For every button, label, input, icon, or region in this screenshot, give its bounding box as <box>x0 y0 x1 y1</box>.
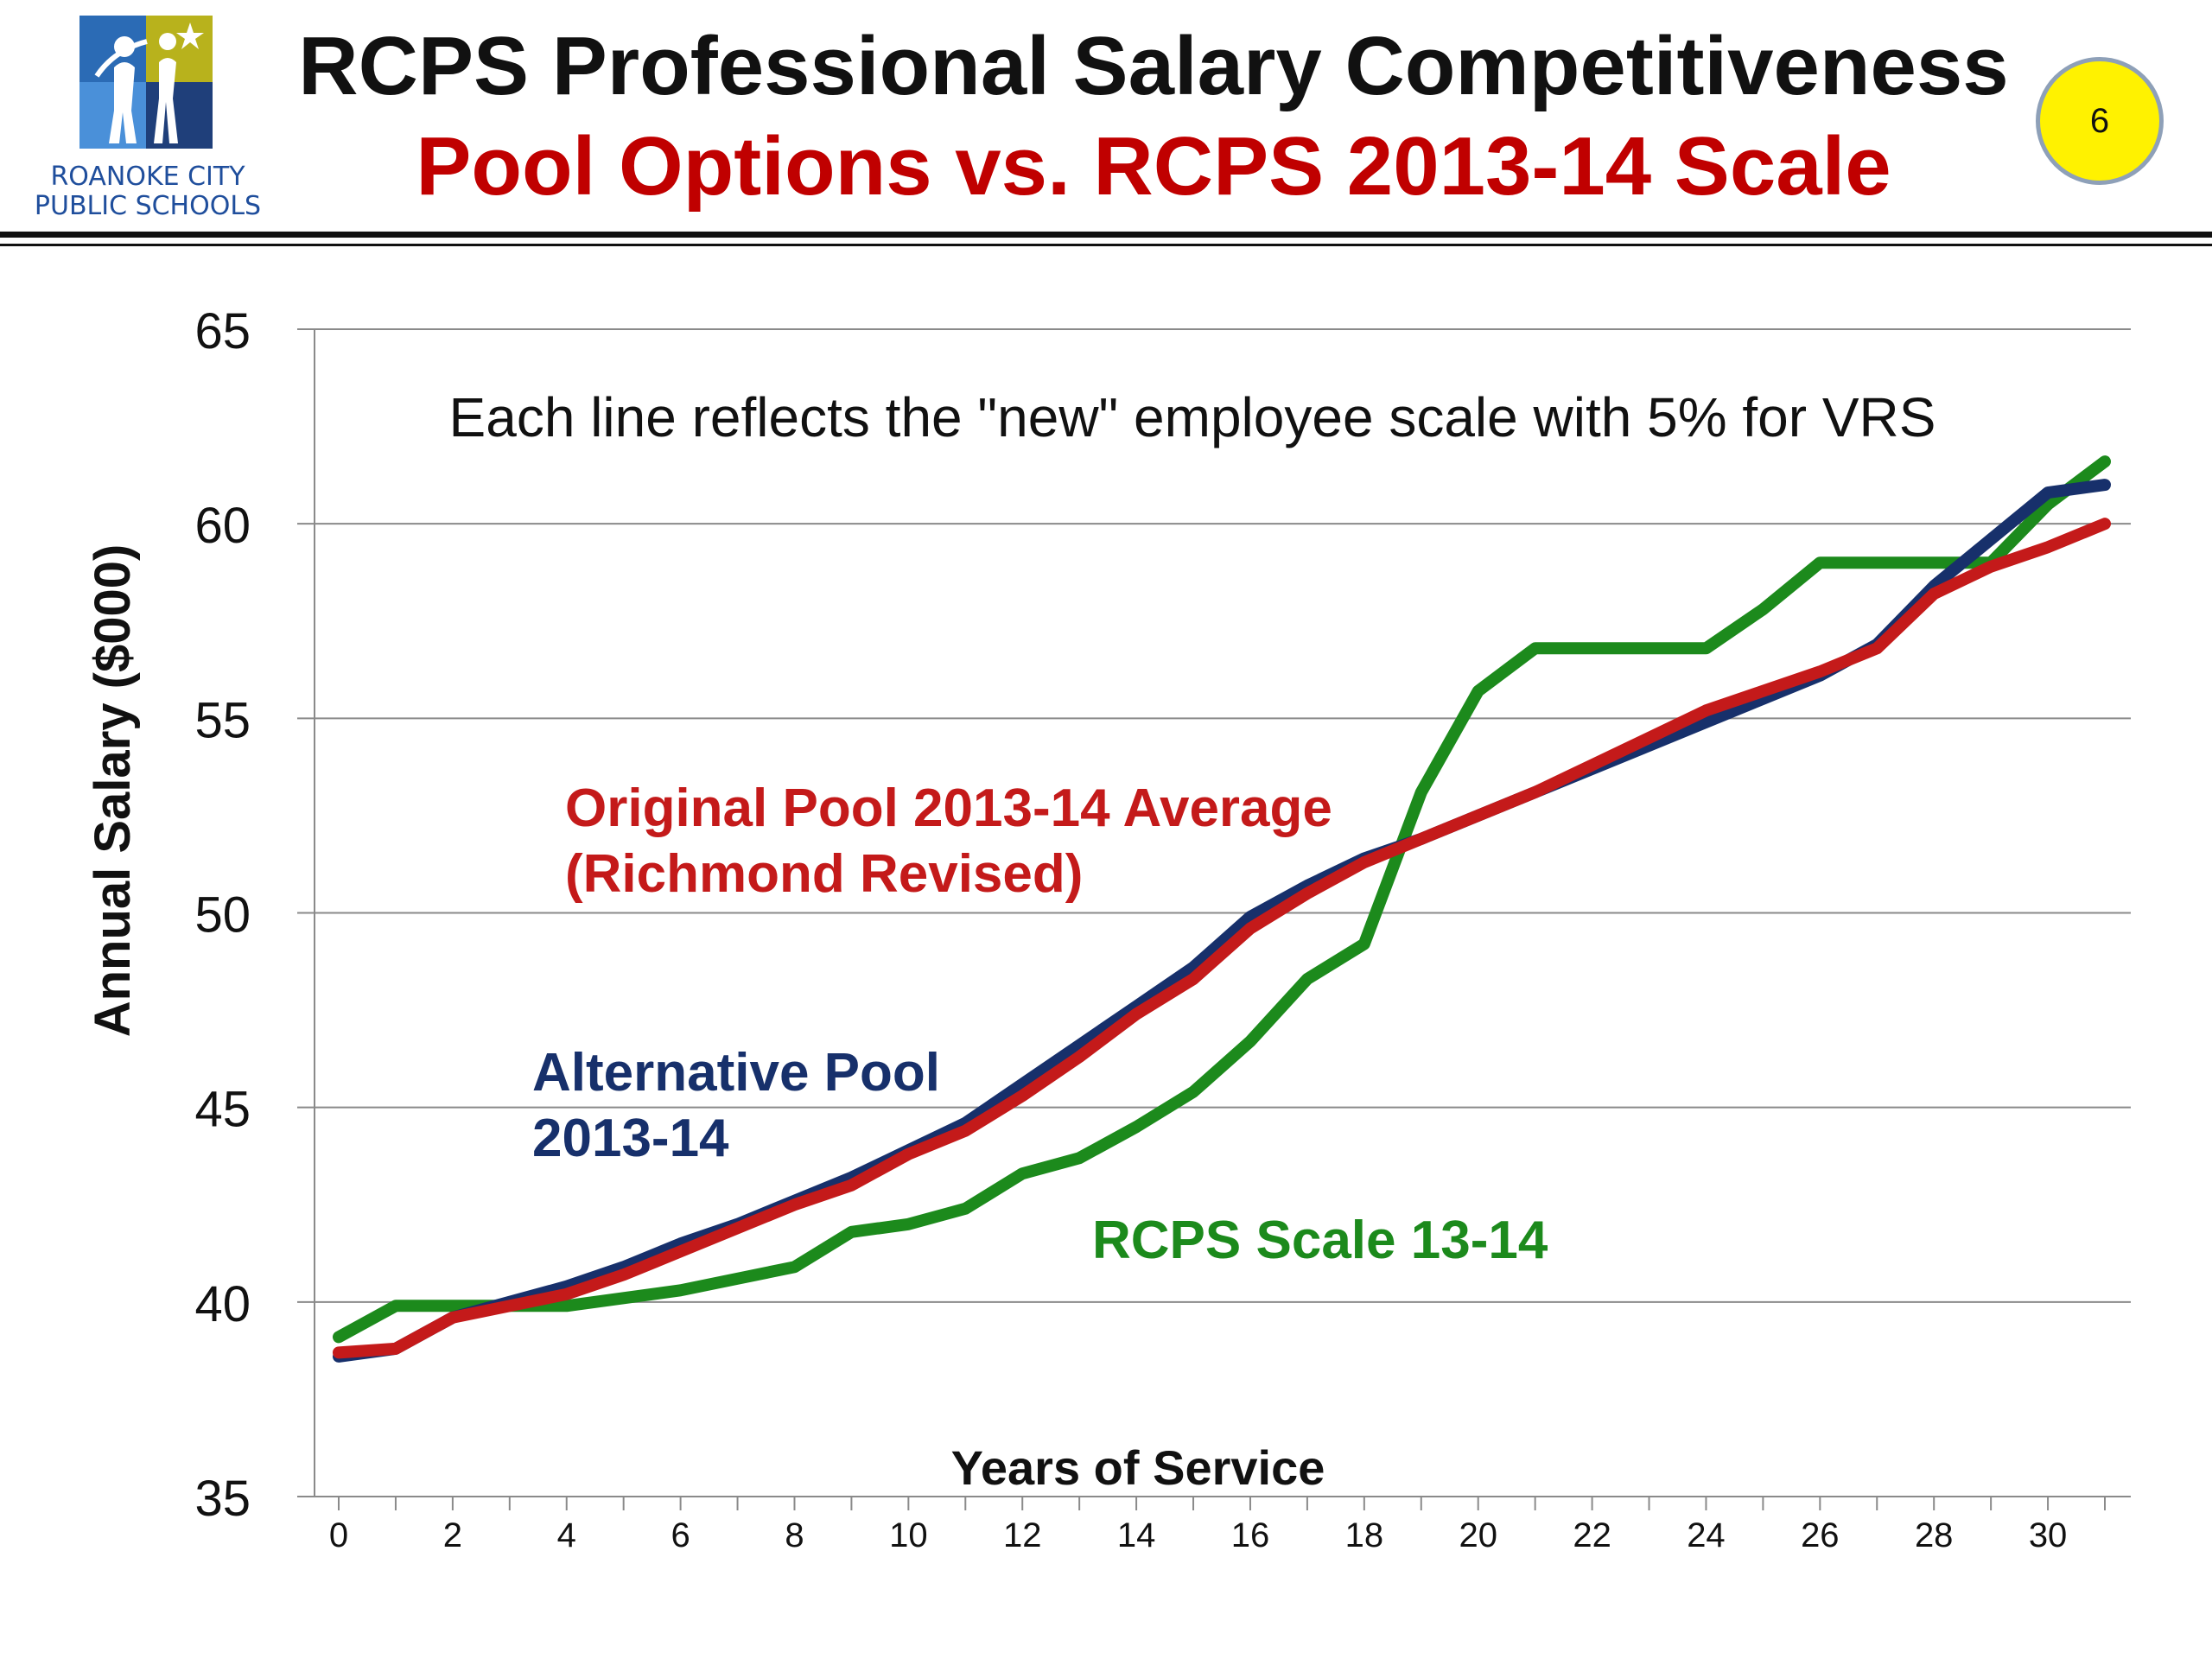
y-tick-label: 50 <box>194 887 251 944</box>
x-tick-label: 2 <box>443 1516 462 1554</box>
logo-emblem-icon <box>79 16 213 149</box>
chart-note: Each line reflects the "new" employee sc… <box>449 386 1936 448</box>
y-tick-label: 40 <box>194 1276 251 1332</box>
x-tick-label: 26 <box>1801 1516 1840 1554</box>
x-tick-label: 14 <box>1117 1516 1156 1554</box>
x-tick-label: 8 <box>785 1516 804 1554</box>
slide-number-badge: 6 <box>2036 57 2164 185</box>
y-tick-label: 65 <box>194 303 251 359</box>
header-divider <box>0 232 2212 238</box>
y-tick-labels: 35 40 45 50 55 60 65 <box>194 303 251 1527</box>
x-tick-label: 4 <box>557 1516 576 1554</box>
logo-line-1: ROANOKE CITY <box>50 162 245 192</box>
y-tick-label: 60 <box>194 498 251 554</box>
y-tick-label: 35 <box>194 1471 251 1527</box>
label-original-pool: Original Pool 2013-14 Average (Richmond … <box>565 776 1332 907</box>
x-tick-label: 12 <box>1003 1516 1042 1554</box>
page-title: RCPS Professional Salary Competitiveness <box>298 20 2009 112</box>
label-rcps-scale: RCPS Scale 13-14 <box>1092 1208 1548 1274</box>
logo-wordmark: ROANOKE CITY PUBLIC SCHOOLS <box>31 162 264 221</box>
x-tick-label: 24 <box>1687 1516 1726 1554</box>
series-line-2 <box>333 455 2111 1344</box>
logo-line-2: PUBLIC SCHOOLS <box>34 191 262 221</box>
label-rcps-scale-line-1: RCPS Scale 13-14 <box>1092 1211 1548 1270</box>
x-tick-labels: 0 2 4 6 8 10 12 14 16 18 20 22 24 26 28 30 <box>329 1516 2067 1554</box>
y-tick-label: 55 <box>194 692 251 748</box>
x-tick-label: 28 <box>1915 1516 1954 1554</box>
label-original-pool-line-1: Original Pool 2013-14 Average <box>565 779 1332 838</box>
label-alternative-pool-line-1: Alternative Pool <box>532 1043 940 1103</box>
header-divider-thin <box>0 244 2212 246</box>
y-axis-label: Annual Salary ($000) <box>85 544 141 1038</box>
axes <box>297 329 2131 1510</box>
label-alternative-pool: Alternative Pool 2013-14 <box>532 1040 940 1172</box>
label-original-pool-line-2: (Richmond Revised) <box>565 844 1084 904</box>
y-tick-label: 45 <box>194 1082 251 1138</box>
school-logo: ROANOKE CITY PUBLIC SCHOOLS <box>31 16 264 232</box>
x-tick-label: 10 <box>889 1516 928 1554</box>
series-lines <box>333 455 2111 1363</box>
page-subtitle: Pool Options vs. RCPS 2013-14 Scale <box>416 120 1891 213</box>
x-tick-label: 20 <box>1459 1516 1497 1554</box>
x-tick-label: 22 <box>1573 1516 1611 1554</box>
x-axis-label: Years of Service <box>951 1440 1325 1495</box>
series-line-1 <box>333 518 2111 1359</box>
x-tick-label: 30 <box>2029 1516 2068 1554</box>
label-alternative-pool-line-2: 2013-14 <box>532 1109 729 1168</box>
x-tick-label: 18 <box>1345 1516 1384 1554</box>
x-tick-label: 0 <box>329 1516 348 1554</box>
x-tick-label: 16 <box>1231 1516 1270 1554</box>
x-tick-label: 6 <box>671 1516 690 1554</box>
